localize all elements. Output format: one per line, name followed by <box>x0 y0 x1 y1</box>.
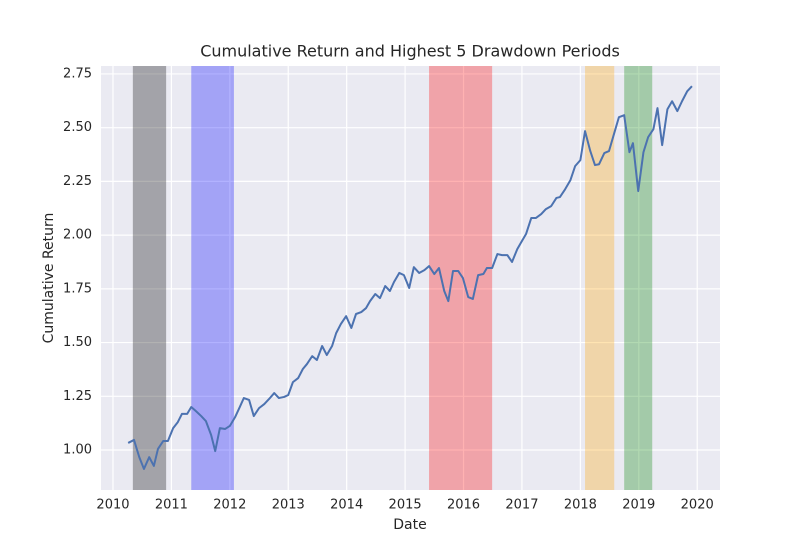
y-tick-label: 1.00 <box>63 443 92 458</box>
x-tick-label: 2014 <box>330 498 363 513</box>
y-tick-label: 1.25 <box>63 389 92 404</box>
x-tick-label: 2017 <box>505 498 538 513</box>
x-tick-label: 2015 <box>389 498 422 513</box>
x-tick-label: 2018 <box>564 498 597 513</box>
drawdown-span <box>132 66 167 490</box>
x-tick-label: 2016 <box>447 498 480 513</box>
x-tick-label: 2010 <box>96 498 129 513</box>
chart-title: Cumulative Return and Highest 5 Drawdown… <box>200 42 620 61</box>
return-line <box>127 85 693 470</box>
grid <box>101 66 720 490</box>
y-tick-label: 2.50 <box>63 120 92 135</box>
drawdown-span <box>191 66 234 490</box>
lines <box>127 85 693 470</box>
y-axis-label: Cumulative Return <box>41 213 57 344</box>
x-tick-label: 2020 <box>681 498 714 513</box>
x-axis-label: Date <box>393 517 426 533</box>
y-tick-label: 1.50 <box>63 335 92 350</box>
y-tick-label: 2.00 <box>63 228 92 243</box>
drawdown-spans <box>132 66 653 490</box>
drawdown-span <box>585 66 615 490</box>
x-tick-label: 2019 <box>622 498 655 513</box>
tick-labels: 2010 2011 2012 2013 2014 2015 2016 2017 2018 2019… <box>63 66 714 512</box>
y-tick-label: 2.25 <box>63 174 92 189</box>
x-tick-label: 2011 <box>155 498 188 513</box>
x-tick-label: 2012 <box>213 498 246 513</box>
y-tick-label: 2.75 <box>63 66 92 81</box>
drawdown-span <box>429 66 493 490</box>
drawdown-span <box>624 66 653 490</box>
y-tick-label: 1.75 <box>63 281 92 296</box>
x-tick-label: 2013 <box>272 498 305 513</box>
